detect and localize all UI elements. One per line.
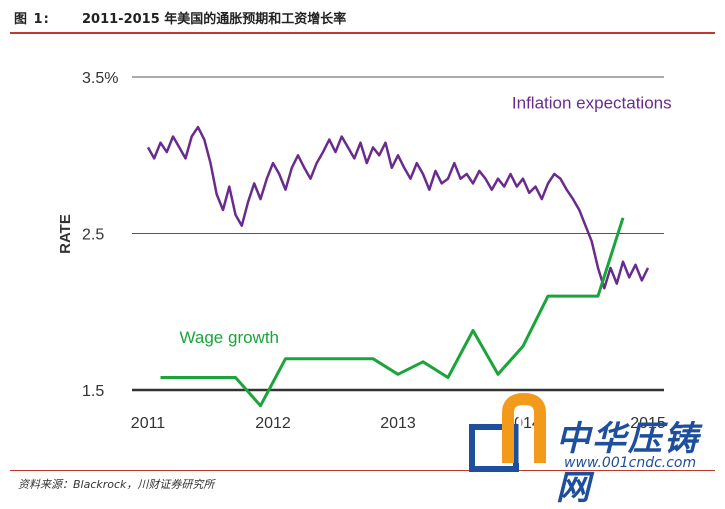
figure-source: 资料来源：Blackrock，川财证券研究所 <box>18 478 215 491</box>
series-line-wage <box>160 217 625 408</box>
line-chart: 1.52.53.5%2011 2012 2013 2014 2015RATEInflat… <box>57 70 672 432</box>
figure-header: 图 1: 2011-2015 年美国的通胀预期和工资增长率 <box>10 6 715 34</box>
watermark-url: www.001cndc.com <box>564 455 697 471</box>
figure-label: 图 1: <box>14 12 50 27</box>
watermark: 中华压铸网 www.001cndc.com <box>468 392 718 508</box>
x-tick-label: 2015 <box>630 415 666 432</box>
series-annotation: Inflation expectations <box>512 93 672 112</box>
series-annotation: Wage growth <box>179 328 279 347</box>
y-axis-label: RATE <box>57 214 74 254</box>
y-tick-label: 1.5 <box>82 383 104 400</box>
x-tick-label: 2013 <box>380 415 416 432</box>
series-line-inflation <box>146 125 650 290</box>
y-tick-label: 3.5% <box>82 70 118 87</box>
y-tick-label: 2.5 <box>82 227 104 244</box>
watermark-logo-icon <box>469 392 546 472</box>
figure-title: 2011-2015 年美国的通胀预期和工资增长率 <box>82 12 347 27</box>
footer-rule <box>10 470 715 471</box>
x-tick-label: 2011 <box>131 415 166 432</box>
x-tick-label: 2012 <box>255 415 291 432</box>
